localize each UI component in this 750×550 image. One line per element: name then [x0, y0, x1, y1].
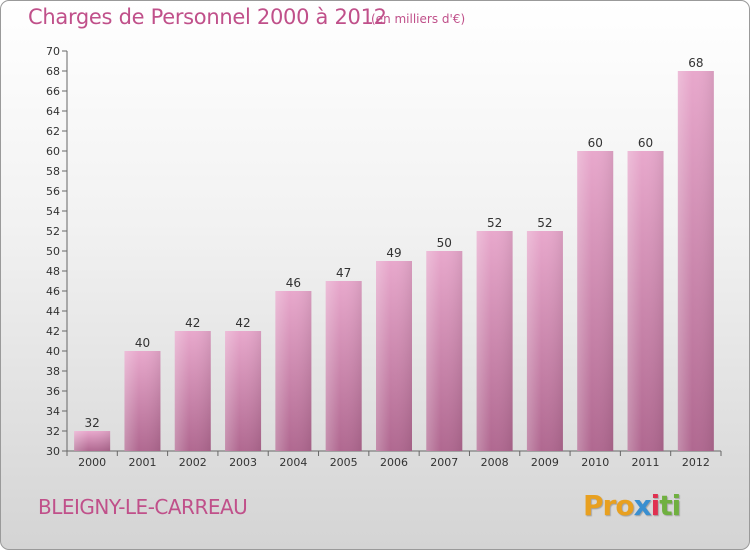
- data-label: 50: [437, 236, 452, 250]
- data-label: 42: [235, 316, 250, 330]
- data-label: 47: [336, 266, 351, 280]
- y-tick-label: 34: [46, 405, 60, 418]
- data-label: 46: [286, 276, 301, 290]
- y-tick-label: 60: [46, 145, 60, 158]
- bar-shade: [275, 291, 312, 451]
- logo-part: Pro: [583, 489, 635, 522]
- logo-part: ti: [659, 489, 681, 522]
- x-tick-label: 2006: [380, 456, 408, 469]
- y-tick-label: 32: [46, 425, 60, 438]
- data-label: 32: [85, 416, 100, 430]
- data-label: 60: [588, 136, 603, 150]
- y-tick-label: 46: [46, 285, 60, 298]
- y-tick-label: 62: [46, 125, 60, 138]
- x-tick-label: 2004: [279, 456, 307, 469]
- y-tick-label: 40: [46, 345, 60, 358]
- chart-title: Charges de Personnel 2000 à 2012: [28, 5, 387, 29]
- bar-shade: [426, 251, 463, 451]
- y-tick-label: 56: [46, 185, 60, 198]
- x-tick-label: 2005: [330, 456, 358, 469]
- y-tick-label: 66: [46, 85, 60, 98]
- y-tick-label: 64: [46, 105, 60, 118]
- proxiti-logo[interactable]: Proxiti: [583, 489, 681, 522]
- x-tick-label: 2011: [632, 456, 660, 469]
- data-label: 68: [688, 56, 703, 70]
- y-tick-label: 68: [46, 65, 60, 78]
- bar-shade: [325, 281, 362, 451]
- x-tick-label: 2007: [430, 456, 458, 469]
- x-tick-label: 2002: [179, 456, 207, 469]
- bar-shade: [627, 151, 664, 451]
- y-tick-label: 50: [46, 245, 60, 258]
- y-tick-label: 42: [46, 325, 60, 338]
- data-label: 42: [185, 316, 200, 330]
- bar-shade: [476, 231, 513, 451]
- x-tick-label: 2008: [481, 456, 509, 469]
- x-tick-label: 2009: [531, 456, 559, 469]
- y-tick-label: 36: [46, 385, 60, 398]
- bar-shade: [526, 231, 563, 451]
- data-label: 52: [537, 216, 552, 230]
- x-tick-label: 2001: [128, 456, 156, 469]
- data-label: 52: [487, 216, 502, 230]
- x-tick-label: 2000: [78, 456, 106, 469]
- y-tick-label: 44: [46, 305, 60, 318]
- commune-name: BLEIGNY-LE-CARREAU: [38, 495, 248, 519]
- y-tick-label: 38: [46, 365, 60, 378]
- bar-shade: [376, 261, 412, 451]
- data-label: 60: [638, 136, 653, 150]
- bar-shade: [677, 71, 714, 451]
- y-tick-label: 70: [46, 45, 60, 58]
- data-label: 49: [386, 246, 401, 260]
- x-tick-label: 2010: [581, 456, 609, 469]
- y-tick-label: 54: [46, 205, 60, 218]
- y-tick-label: 52: [46, 225, 60, 238]
- bar-shade: [225, 331, 262, 451]
- x-tick-label: 2012: [682, 456, 710, 469]
- chart-subtitle: (en milliers d'€): [371, 12, 466, 26]
- y-tick-label: 58: [46, 165, 60, 178]
- logo-part: i: [650, 489, 661, 522]
- data-label: 40: [135, 336, 150, 350]
- bar-shade: [577, 151, 614, 451]
- logo-part: x: [633, 489, 652, 522]
- bar-shade: [124, 351, 161, 451]
- y-tick-label: 30: [46, 445, 60, 458]
- x-tick-label: 2003: [229, 456, 257, 469]
- y-tick-label: 48: [46, 265, 60, 278]
- bar-shade: [174, 331, 211, 451]
- bar-shade: [74, 431, 111, 451]
